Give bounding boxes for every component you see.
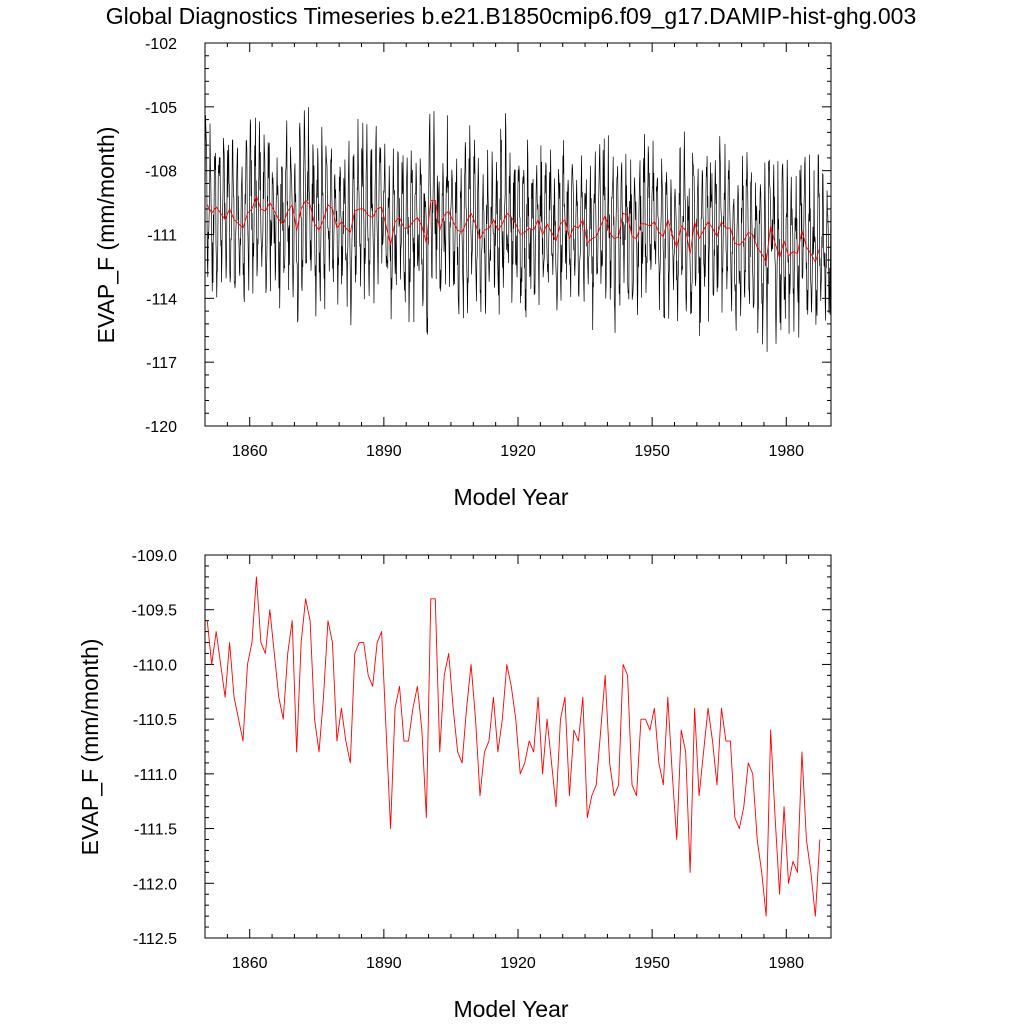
bottom-panel: 1860 1890 1920 1950 1980 -112.5 -112.0 -111.5 -1… bbox=[77, 548, 832, 1022]
bottom-panel-ylabel: EVAP_F (mm/month) bbox=[77, 639, 103, 856]
bottom-panel-frame bbox=[204, 554, 832, 939]
bottom-panel-ytick: -110.0 bbox=[133, 657, 831, 674]
bottom-panel-xtick-label: 1980 bbox=[768, 955, 804, 972]
top-panel-ytick: -111 bbox=[147, 228, 831, 245]
top-panel-ytick-label: -111 bbox=[147, 228, 177, 245]
bottom-panel-xtick: 1890 bbox=[366, 555, 402, 972]
top-panel-series bbox=[204, 107, 832, 353]
bottom-panel-xtick: 1950 bbox=[634, 555, 670, 972]
top-panel-series-annual bbox=[206, 195, 821, 263]
top-panel-ytick-label: -105 bbox=[145, 100, 177, 117]
top-panel-xtick-label: 1950 bbox=[634, 443, 670, 460]
bottom-panel-ytick-label: -110.5 bbox=[133, 712, 177, 729]
top-panel-xtick-label: 1920 bbox=[500, 443, 536, 460]
bottom-panel-ytick-label: -110.0 bbox=[133, 657, 177, 674]
bottom-panel-ytick: -111.0 bbox=[134, 767, 831, 784]
top-panel-ytick: -120 bbox=[145, 419, 831, 436]
top-panel-ytick-label: -108 bbox=[145, 164, 177, 181]
top-panel-ytick: -114 bbox=[146, 291, 831, 308]
top-panel-xtick: 1890 bbox=[366, 43, 402, 460]
bottom-panel-ytick-label: -112.5 bbox=[133, 931, 177, 948]
top-panel-xtick: 1980 bbox=[768, 43, 804, 460]
bottom-panel-xtick-label: 1920 bbox=[500, 955, 536, 972]
bottom-panel-xlabel: Model Year bbox=[453, 996, 568, 1022]
bottom-panel-ytick-label: -109.5 bbox=[132, 603, 177, 620]
bottom-panel-ytick: -112.5 bbox=[133, 931, 831, 948]
bottom-panel-ytick: -110.5 bbox=[133, 712, 831, 729]
top-panel-xtick-label: 1890 bbox=[366, 443, 402, 460]
top-panel-xtick: 1920 bbox=[500, 43, 536, 460]
top-panel-xtick: 1860 bbox=[232, 43, 268, 460]
top-panel-ytick: -102 bbox=[145, 36, 831, 53]
bottom-panel-ytick: -109.5 bbox=[132, 603, 831, 620]
bottom-panel-ytick: -109.0 bbox=[132, 548, 831, 565]
top-panel-ytick-label: -117 bbox=[146, 355, 177, 372]
bottom-panel-ytick-label: -111.5 bbox=[134, 822, 177, 839]
bottom-panel-xtick: 1980 bbox=[768, 555, 804, 972]
top-panel-xlabel: Model Year bbox=[453, 484, 568, 510]
bottom-panel-series-annual bbox=[206, 576, 821, 917]
top-panel-axes: 1860 1890 1920 1950 1980 -120 -117 -114 -111 -108… bbox=[145, 36, 832, 460]
top-panel-series-monthly bbox=[204, 107, 832, 353]
bottom-panel-axes: 1860 1890 1920 1950 1980 -112.5 -112.0 -111.5 -1… bbox=[132, 548, 832, 972]
bottom-panel-xtick-label: 1950 bbox=[634, 955, 670, 972]
top-panel-frame bbox=[204, 42, 832, 427]
top-panel-ytick: -105 bbox=[145, 100, 831, 117]
bottom-panel-ytick: -111.5 bbox=[134, 822, 831, 839]
bottom-panel-xtick: 1920 bbox=[500, 555, 536, 972]
top-panel-ytick-label: -114 bbox=[146, 291, 177, 308]
bottom-panel-ytick-label: -111.0 bbox=[134, 767, 177, 784]
figure-title: Global Diagnostics Timeseries b.e21.B185… bbox=[106, 3, 917, 29]
top-panel-ylabel: EVAP_F (mm/month) bbox=[93, 127, 119, 344]
bottom-panel-xtick-label: 1860 bbox=[232, 955, 268, 972]
bottom-panel-ytick-label: -112.0 bbox=[133, 876, 177, 893]
top-panel-ytick-label: -102 bbox=[145, 36, 177, 53]
top-panel-ytick: -117 bbox=[146, 355, 831, 372]
bottom-panel-ytick-label: -109.0 bbox=[132, 548, 177, 565]
bottom-panel-ytick: -112.0 bbox=[133, 876, 831, 893]
bottom-panel-xtick-label: 1890 bbox=[366, 955, 402, 972]
top-panel-xtick-label: 1980 bbox=[768, 443, 804, 460]
top-panel-xtick: 1950 bbox=[634, 43, 670, 460]
bottom-panel-xtick: 1860 bbox=[232, 555, 268, 972]
bottom-panel-series bbox=[206, 576, 821, 917]
top-panel-xtick-label: 1860 bbox=[232, 443, 268, 460]
top-panel-ytick-label: -120 bbox=[145, 419, 177, 436]
top-panel: 1860 1890 1920 1950 1980 -120 -117 -114 -111 -108… bbox=[93, 36, 832, 510]
